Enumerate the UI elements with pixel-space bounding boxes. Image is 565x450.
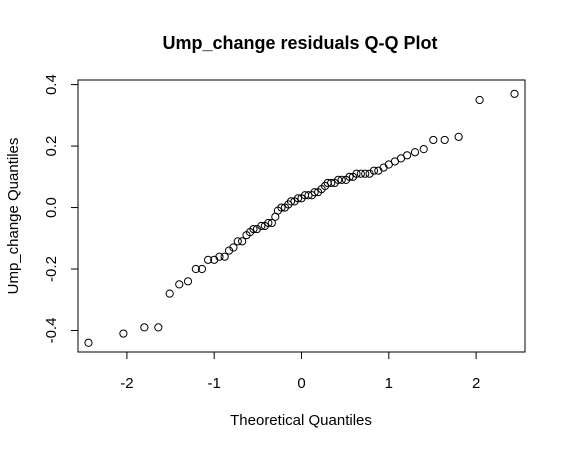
data-point [140,323,149,332]
data-point [203,255,213,264]
data-point [257,221,266,231]
data-point [233,237,242,246]
data-point [510,89,519,98]
data-point [286,197,296,206]
plot-frame [77,79,526,353]
data-point [327,178,336,188]
y-tick-label: -0.2 [43,256,60,282]
data-point [334,175,343,184]
data-point [429,135,438,145]
data-point [84,338,93,347]
data-point [369,166,379,175]
data-point [220,252,229,261]
data-point [337,175,346,184]
y-tick-label: 0.0 [43,197,60,218]
data-point [410,148,420,157]
data-point [361,169,370,178]
data-point [277,203,286,212]
data-point [419,145,428,154]
data-point [345,172,354,181]
x-tick-label: 2 [472,375,480,392]
data-point [175,280,184,289]
y-tick-label: 0.2 [43,136,60,157]
data-point [310,188,319,197]
data-point [191,264,200,274]
data-point [119,329,128,338]
data-point [215,252,224,261]
data-point [197,264,207,274]
y-axis: -0.4 -0.2 0.0 0.2 0.4 [43,74,79,344]
data-point [238,237,247,246]
data-point [440,135,449,145]
data-point [356,169,365,178]
data-point [352,169,361,178]
x-tick-label: -1 [208,375,221,392]
data-point [165,289,174,298]
data-point [249,224,258,234]
x-axis-label: Theoretical Quantiles [230,412,372,429]
y-axis-label: Ump_change Quantiles [5,138,22,295]
x-tick-label: 0 [297,375,305,392]
y-tick-label: -0.4 [43,318,60,344]
data-point [403,151,412,160]
x-tick-label: 1 [385,375,393,392]
data-point [183,277,193,286]
chart-title: Ump_change residuals Q-Q Plot [162,33,437,53]
data-point [267,218,276,228]
data-point [379,163,388,172]
data-point [229,243,238,252]
data-points [84,89,519,347]
x-axis: -2 -1 0 1 2 [120,351,480,392]
data-point [293,194,303,203]
data-point [454,132,463,141]
y-tick-label: 0.4 [43,74,60,95]
data-point [264,218,273,228]
data-point [154,323,163,332]
x-tick-label: -2 [120,375,133,392]
data-point [475,95,484,105]
data-point [374,166,383,175]
